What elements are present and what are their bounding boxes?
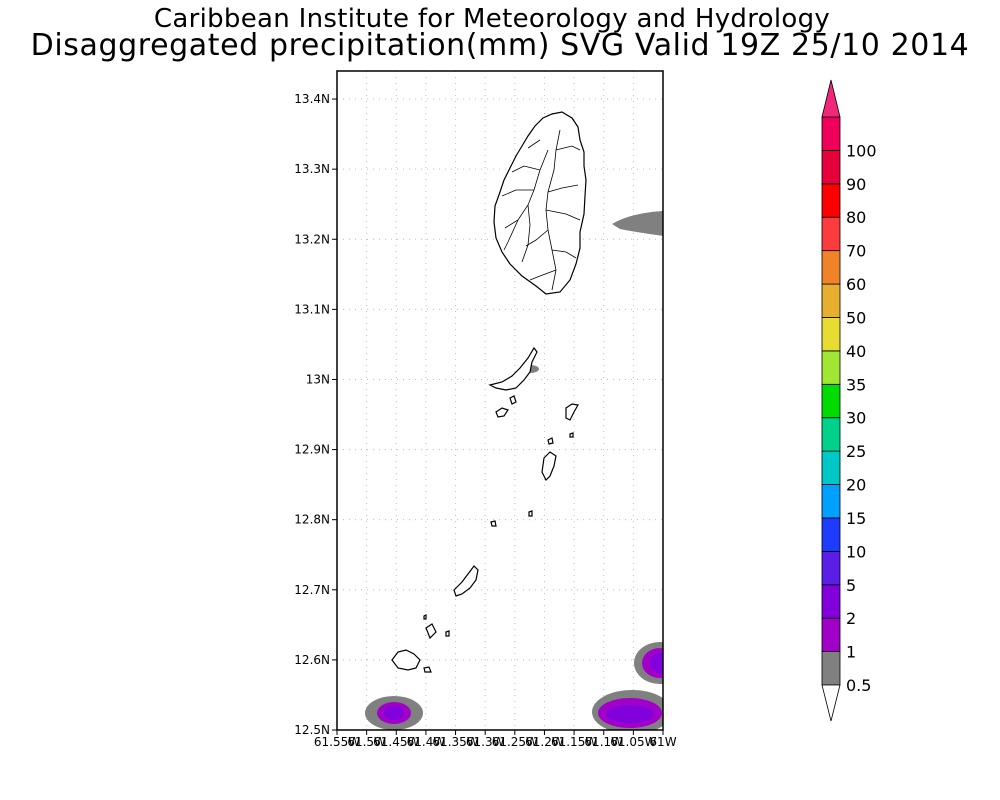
lon-tick-label: 61.15W [551, 735, 597, 749]
bequia-island [488, 346, 538, 391]
islet-i [445, 630, 450, 637]
lon-tick-label: 61.55W [314, 735, 360, 749]
lon-tick-label: 61.5W [347, 735, 386, 749]
colorbar-swatch [821, 317, 841, 352]
colorbar-swatch [821, 651, 841, 686]
lat-tick-label: 12.6N [294, 653, 330, 667]
lat-tick-label: 12.9N [294, 443, 330, 457]
colorbar-swatch [821, 250, 841, 285]
colorbar-label: 0.5 [846, 676, 871, 695]
lat-tick-label: 12.5N [294, 723, 330, 737]
lon-tick-label: 61.3W [466, 735, 505, 749]
colorbar-swatch [821, 383, 841, 419]
mustique-island [565, 403, 579, 421]
colorbar-label: 50 [846, 308, 866, 327]
colorbar-swatch [821, 517, 841, 552]
lat-tick-label: 12.8N [294, 513, 330, 527]
colorbar-label: 30 [846, 409, 866, 428]
islet-j [423, 666, 432, 673]
axes: 12.5N 12.6N 12.7N 12.8N 12.9N 13N 13.1N 13.2N 13… [294, 92, 676, 749]
colorbar-label: 70 [846, 242, 866, 261]
precip-se-core [606, 705, 654, 723]
colorbar-swatch [821, 216, 841, 252]
colorbar-swatch [821, 617, 841, 652]
colorbar-label: 35 [846, 375, 866, 394]
colorbar-swatch [821, 584, 841, 619]
colorbar-label: 25 [846, 442, 866, 461]
lon-tick-label: 61.25W [492, 735, 538, 749]
colorbar-label: 90 [846, 175, 866, 194]
colorbar-label: 20 [846, 476, 866, 495]
precipitation-shading [365, 211, 663, 730]
lon-tick-label: 61W [649, 735, 676, 749]
colorbar-label: 15 [846, 509, 866, 528]
islet-a [495, 407, 509, 418]
islet-f [528, 510, 533, 517]
colorbar-label: 1 [846, 643, 856, 662]
lat-tick-label: 12.7N [294, 583, 330, 597]
colorbar-label: 10 [846, 542, 866, 561]
colorbar-swatch [821, 350, 841, 385]
colorbar-label: 60 [846, 275, 866, 294]
colorbar-swatch [821, 484, 841, 519]
islet-e [490, 520, 497, 527]
lon-tick-label: 61.4W [407, 735, 446, 749]
title-line2: Disaggregated precipitation(mm) SVG Vali… [30, 28, 970, 63]
lon-tick-label: 61.2W [525, 735, 564, 749]
lon-tick-label: 61.45W [373, 735, 419, 749]
islet-h [423, 614, 427, 620]
union-island [453, 565, 479, 597]
grid-lines [337, 71, 663, 730]
lon-tick-label: 61.35W [432, 735, 478, 749]
colorbar-label: 2 [846, 609, 856, 628]
lon-tick-label: 61.1W [584, 735, 623, 749]
colorbar-swatch [821, 450, 841, 485]
saint-vincent-valleys [501, 129, 581, 291]
lat-tick-label: 13.4N [294, 92, 330, 106]
islands [391, 111, 587, 673]
precip-ne-streak [612, 211, 663, 236]
colorbar-bottom-arrow [821, 684, 841, 722]
islet-d [569, 432, 574, 438]
precip-sw-core [384, 706, 404, 720]
colorbar-swatch [821, 283, 841, 318]
saint-vincent-island [493, 111, 587, 295]
colorbar-label: 100 [846, 141, 877, 160]
islet-g [425, 623, 437, 640]
lat-tick-label: 13.3N [294, 162, 330, 176]
lat-tick-label: 13.1N [294, 302, 330, 316]
title-line1: Caribbean Institute for Meteorology and … [153, 4, 831, 34]
lon-tick-label: 61.05W [610, 735, 656, 749]
colorbar-swatch [821, 183, 841, 218]
colorbar-top-arrow [821, 79, 841, 118]
precip-east-core [650, 653, 663, 673]
carriacou-island [391, 649, 421, 671]
colorbar-label: 80 [846, 208, 866, 227]
islet-b [509, 395, 517, 405]
map-frame [336, 70, 664, 731]
colorbar-swatch [821, 116, 841, 151]
islet-c [547, 437, 554, 445]
colorbar-swatch [821, 550, 841, 586]
colorbar-label: 5 [846, 576, 856, 595]
lat-tick-label: 13.2N [294, 232, 330, 246]
colorbar-swatch [821, 150, 841, 185]
colorbar-label: 40 [846, 342, 866, 361]
canouan-island [541, 451, 557, 482]
lat-tick-label: 13N [306, 372, 330, 386]
colorbar-swatch [821, 417, 841, 452]
